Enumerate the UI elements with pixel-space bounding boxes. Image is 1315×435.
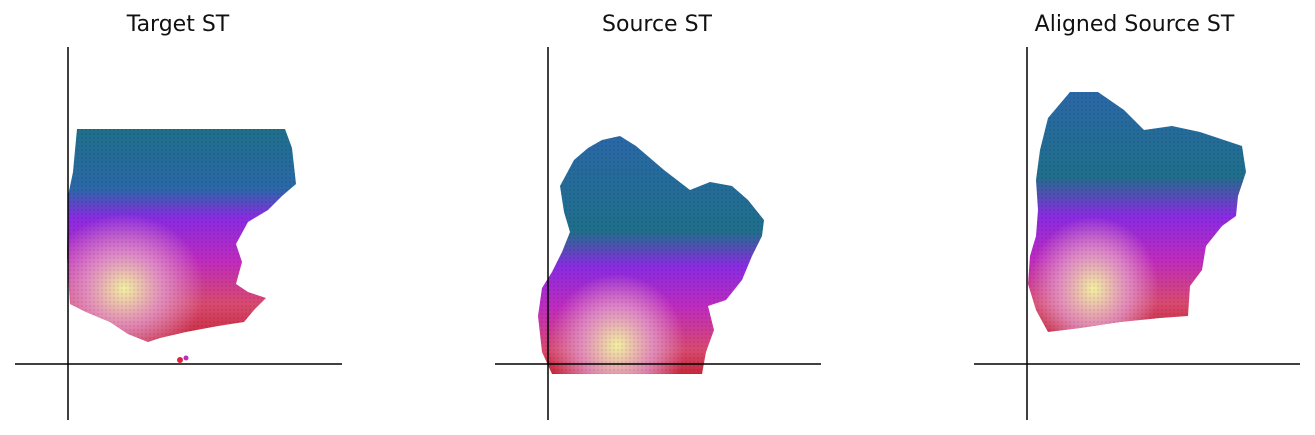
panel-source-st: Source ST [480,0,840,435]
panel-title: Source ST [602,12,712,37]
axes [15,47,342,420]
panel-title: Aligned Source ST [1034,12,1235,37]
aligned-source-st-plot [974,47,1300,420]
target-tissue-spots [67,129,296,363]
source-st-plot [495,47,821,420]
target-st-plot [15,47,342,420]
axes [974,47,1300,420]
panel-target-st: Target ST [0,0,360,435]
source-tissue-spots [538,136,764,374]
panel-aligned-source-st: Aligned Source ST [960,0,1315,435]
axes [495,47,821,420]
aligned-tissue-spots [1028,92,1246,332]
panel-title: Target ST [126,12,230,37]
